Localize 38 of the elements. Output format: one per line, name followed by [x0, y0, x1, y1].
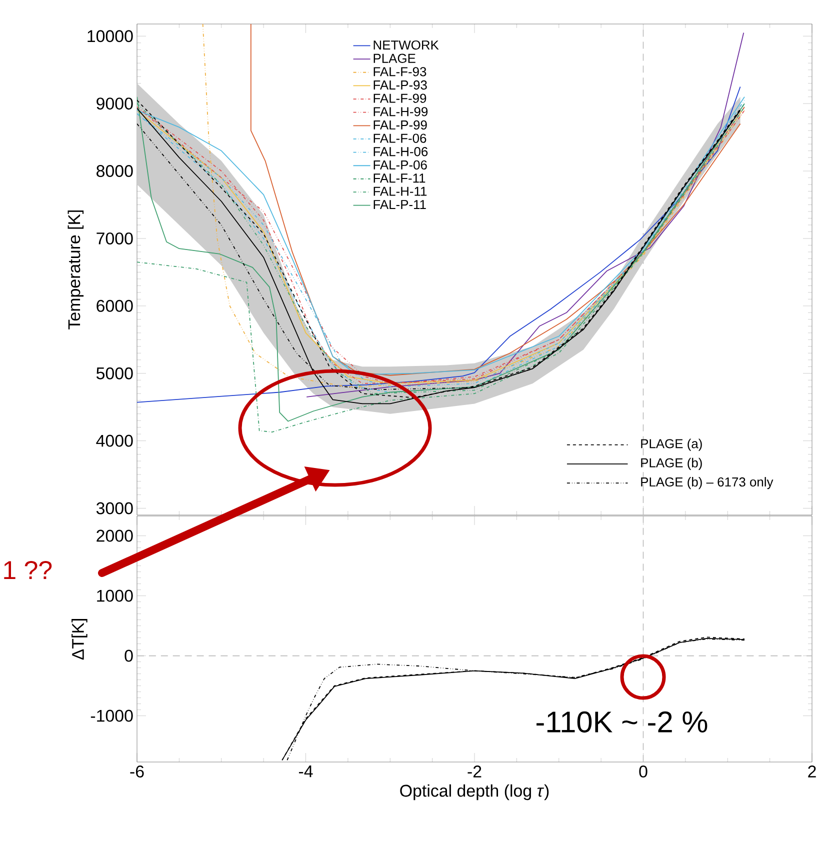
y-tick-label: -1000	[90, 710, 133, 722]
y-tick-label: 7000	[96, 232, 133, 244]
y-tick-label: 3000	[96, 502, 133, 514]
y-tick-label: 1000	[97, 590, 133, 602]
y-tick-label: 0	[124, 650, 133, 662]
x-tick-label: 0	[639, 766, 648, 778]
legend-label: FAL-H-11	[374, 186, 427, 196]
legend-label: FAL-P-11	[374, 200, 426, 209]
annotation: -110K ~ -2 %	[536, 711, 708, 733]
legend-label: FAL-F-11	[374, 174, 426, 183]
legend-label: FAL-F-99	[374, 94, 426, 103]
legend-label: FAL-F-06	[374, 134, 426, 143]
legend-label: PLAGE	[374, 54, 416, 63]
x-axis-title: Optical depth (log τ)	[400, 784, 549, 800]
legend-label: FAL-P-99	[374, 120, 427, 130]
x-tick-label: -2	[468, 766, 482, 778]
y-axis-title: Temperature [K]	[68, 210, 84, 330]
y-tick-label: 2000	[96, 530, 133, 542]
x-tick-label: -6	[130, 766, 144, 778]
text: 1 ??	[4, 560, 52, 580]
legend-label: FAL-P-93	[374, 80, 427, 90]
legend-label: FAL-H-99	[374, 107, 428, 116]
legend-label: PLAGE (b)	[641, 458, 702, 470]
x-tick-label: 2	[808, 766, 816, 778]
legend-label: FAL-H-06	[374, 147, 428, 156]
y-axis-title: ΔT[K]	[72, 619, 88, 660]
y-tick-label: 8000	[96, 165, 133, 178]
y-tick-label: 9000	[96, 98, 133, 110]
y-tick-label: 6000	[96, 300, 133, 312]
x-tick-label: -4	[298, 766, 313, 778]
legend-label: PLAGE (a)	[641, 438, 702, 451]
legend-label: FAL-F-93	[374, 67, 426, 76]
legend-label: NETWORK	[374, 40, 439, 50]
legend-label: FAL-P-06	[374, 160, 427, 170]
y-tick-label: 10000	[88, 30, 133, 42]
legend-label: PLAGE (b) – 6173 only	[641, 477, 774, 490]
y-tick-label: 5000	[96, 367, 133, 380]
y-tick-label: 4000	[96, 434, 133, 447]
